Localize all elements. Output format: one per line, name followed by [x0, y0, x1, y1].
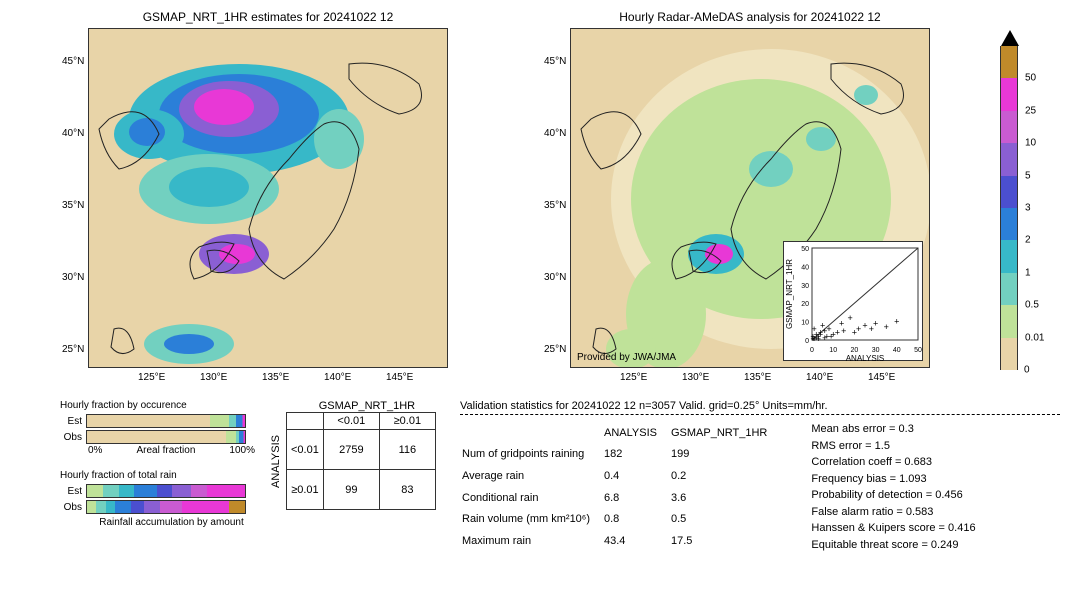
contingency-table: <0.01≥0.01 <0.012759116 ≥0.019983 [286, 412, 436, 510]
colorbar-arrow-top-icon [1000, 30, 1020, 46]
xtick: 145°E [868, 372, 895, 383]
ytick: 40°N [544, 128, 566, 139]
row-est2: Est [60, 486, 86, 497]
ytick: 35°N [544, 200, 566, 211]
ytick: 45°N [62, 56, 84, 67]
tot-obs-bar [86, 500, 246, 514]
xtick: 140°E [324, 372, 351, 383]
svg-text:+: + [828, 331, 833, 341]
cont-ch1: ≥0.01 [379, 413, 435, 430]
svg-text:30: 30 [801, 283, 809, 290]
tot-footer: Rainfall accumulation by amount [88, 517, 255, 528]
xtick: 130°E [200, 372, 227, 383]
svg-text:50: 50 [801, 246, 809, 253]
xtick: 125°E [620, 372, 647, 383]
cont-col-title: GSMAP_NRT_1HR [298, 400, 436, 412]
xtick: 130°E [682, 372, 709, 383]
row-obs: Obs [60, 432, 86, 443]
svg-text:+: + [848, 313, 853, 323]
svg-text:0: 0 [810, 347, 814, 354]
ytick: 45°N [544, 56, 566, 67]
provided-by: Provided by JWA/JMA [577, 352, 676, 363]
cont-row-title: ANALYSIS [270, 435, 282, 488]
occ-title: Hourly fraction by occurence [60, 400, 255, 411]
ytick: 40°N [62, 128, 84, 139]
svg-text:+: + [835, 328, 840, 338]
vh2: GSMAP_NRT_1HR [671, 423, 779, 442]
ytick: 35°N [62, 200, 84, 211]
left-map-title: GSMAP_NRT_1HR estimates for 20241022 12 [78, 10, 458, 24]
xtick: 140°E [806, 372, 833, 383]
ytick: 25°N [544, 344, 566, 355]
occ-right: 100% [229, 445, 255, 456]
cont-01: 116 [379, 430, 435, 470]
validation-title: Validation statistics for 20241022 12 n=… [460, 400, 1060, 415]
cont-00: 2759 [323, 430, 379, 470]
svg-text:+: + [822, 333, 827, 343]
svg-text:+: + [894, 317, 899, 327]
xtick: 145°E [386, 372, 413, 383]
svg-text:+: + [869, 324, 874, 334]
occ-est-bar [86, 414, 246, 428]
svg-text:40: 40 [801, 264, 809, 271]
svg-text:+: + [839, 318, 844, 328]
right-map: Provided by JWA/JMA 00 10 10 20 20 30 30 40 40 50… [570, 28, 930, 368]
occ-left: 0% [88, 445, 102, 456]
svg-text:40: 40 [893, 347, 901, 354]
xtick: 135°E [262, 372, 289, 383]
svg-text:10: 10 [829, 347, 837, 354]
svg-text:+: + [816, 331, 821, 341]
ytick: 30°N [62, 272, 84, 283]
svg-text:30: 30 [872, 347, 880, 354]
colorbar: 50251053210.50.010 [1000, 30, 1020, 370]
ytick: 30°N [544, 272, 566, 283]
cont-ch0: <0.01 [323, 413, 379, 430]
ytick: 25°N [62, 344, 84, 355]
occ-obs-bar [86, 430, 246, 444]
svg-text:ANALYSIS: ANALYSIS [846, 354, 885, 362]
cont-rh0: <0.01 [287, 430, 324, 470]
vh1: ANALYSIS [604, 423, 669, 442]
svg-text:+: + [862, 320, 867, 330]
scatter-inset: 0010102020303040405050++++++++++++++++++… [783, 241, 923, 361]
svg-text:20: 20 [851, 347, 859, 354]
left-map-svg [89, 29, 448, 368]
row-est: Est [60, 416, 86, 427]
svg-text:GSMAP_NRT_1HR: GSMAP_NRT_1HR [785, 259, 794, 329]
svg-text:0: 0 [805, 338, 809, 345]
svg-text:20: 20 [801, 301, 809, 308]
right-map-title: Hourly Radar-AMeDAS analysis for 2024102… [560, 10, 940, 24]
scatter-plot: 0010102020303040405050++++++++++++++++++… [784, 242, 924, 362]
cont-rh1: ≥0.01 [287, 470, 324, 510]
cont-10: 99 [323, 470, 379, 510]
left-map [88, 28, 448, 368]
tot-est-bar [86, 484, 246, 498]
validation-table: ANALYSISGSMAP_NRT_1HR Num of gridpoints … [460, 421, 781, 553]
svg-text:+: + [884, 322, 889, 332]
tot-title: Hourly fraction of total rain [60, 470, 255, 481]
svg-text:50: 50 [914, 347, 922, 354]
validation-metrics: Mean abs error = 0.3RMS error = 1.5Corre… [811, 421, 975, 553]
xtick: 135°E [744, 372, 771, 383]
occ-mid: Areal fraction [136, 445, 195, 456]
svg-text:+: + [856, 324, 861, 334]
svg-text:10: 10 [801, 320, 809, 327]
xtick: 125°E [138, 372, 165, 383]
row-obs2: Obs [60, 502, 86, 513]
cont-11: 83 [379, 470, 435, 510]
